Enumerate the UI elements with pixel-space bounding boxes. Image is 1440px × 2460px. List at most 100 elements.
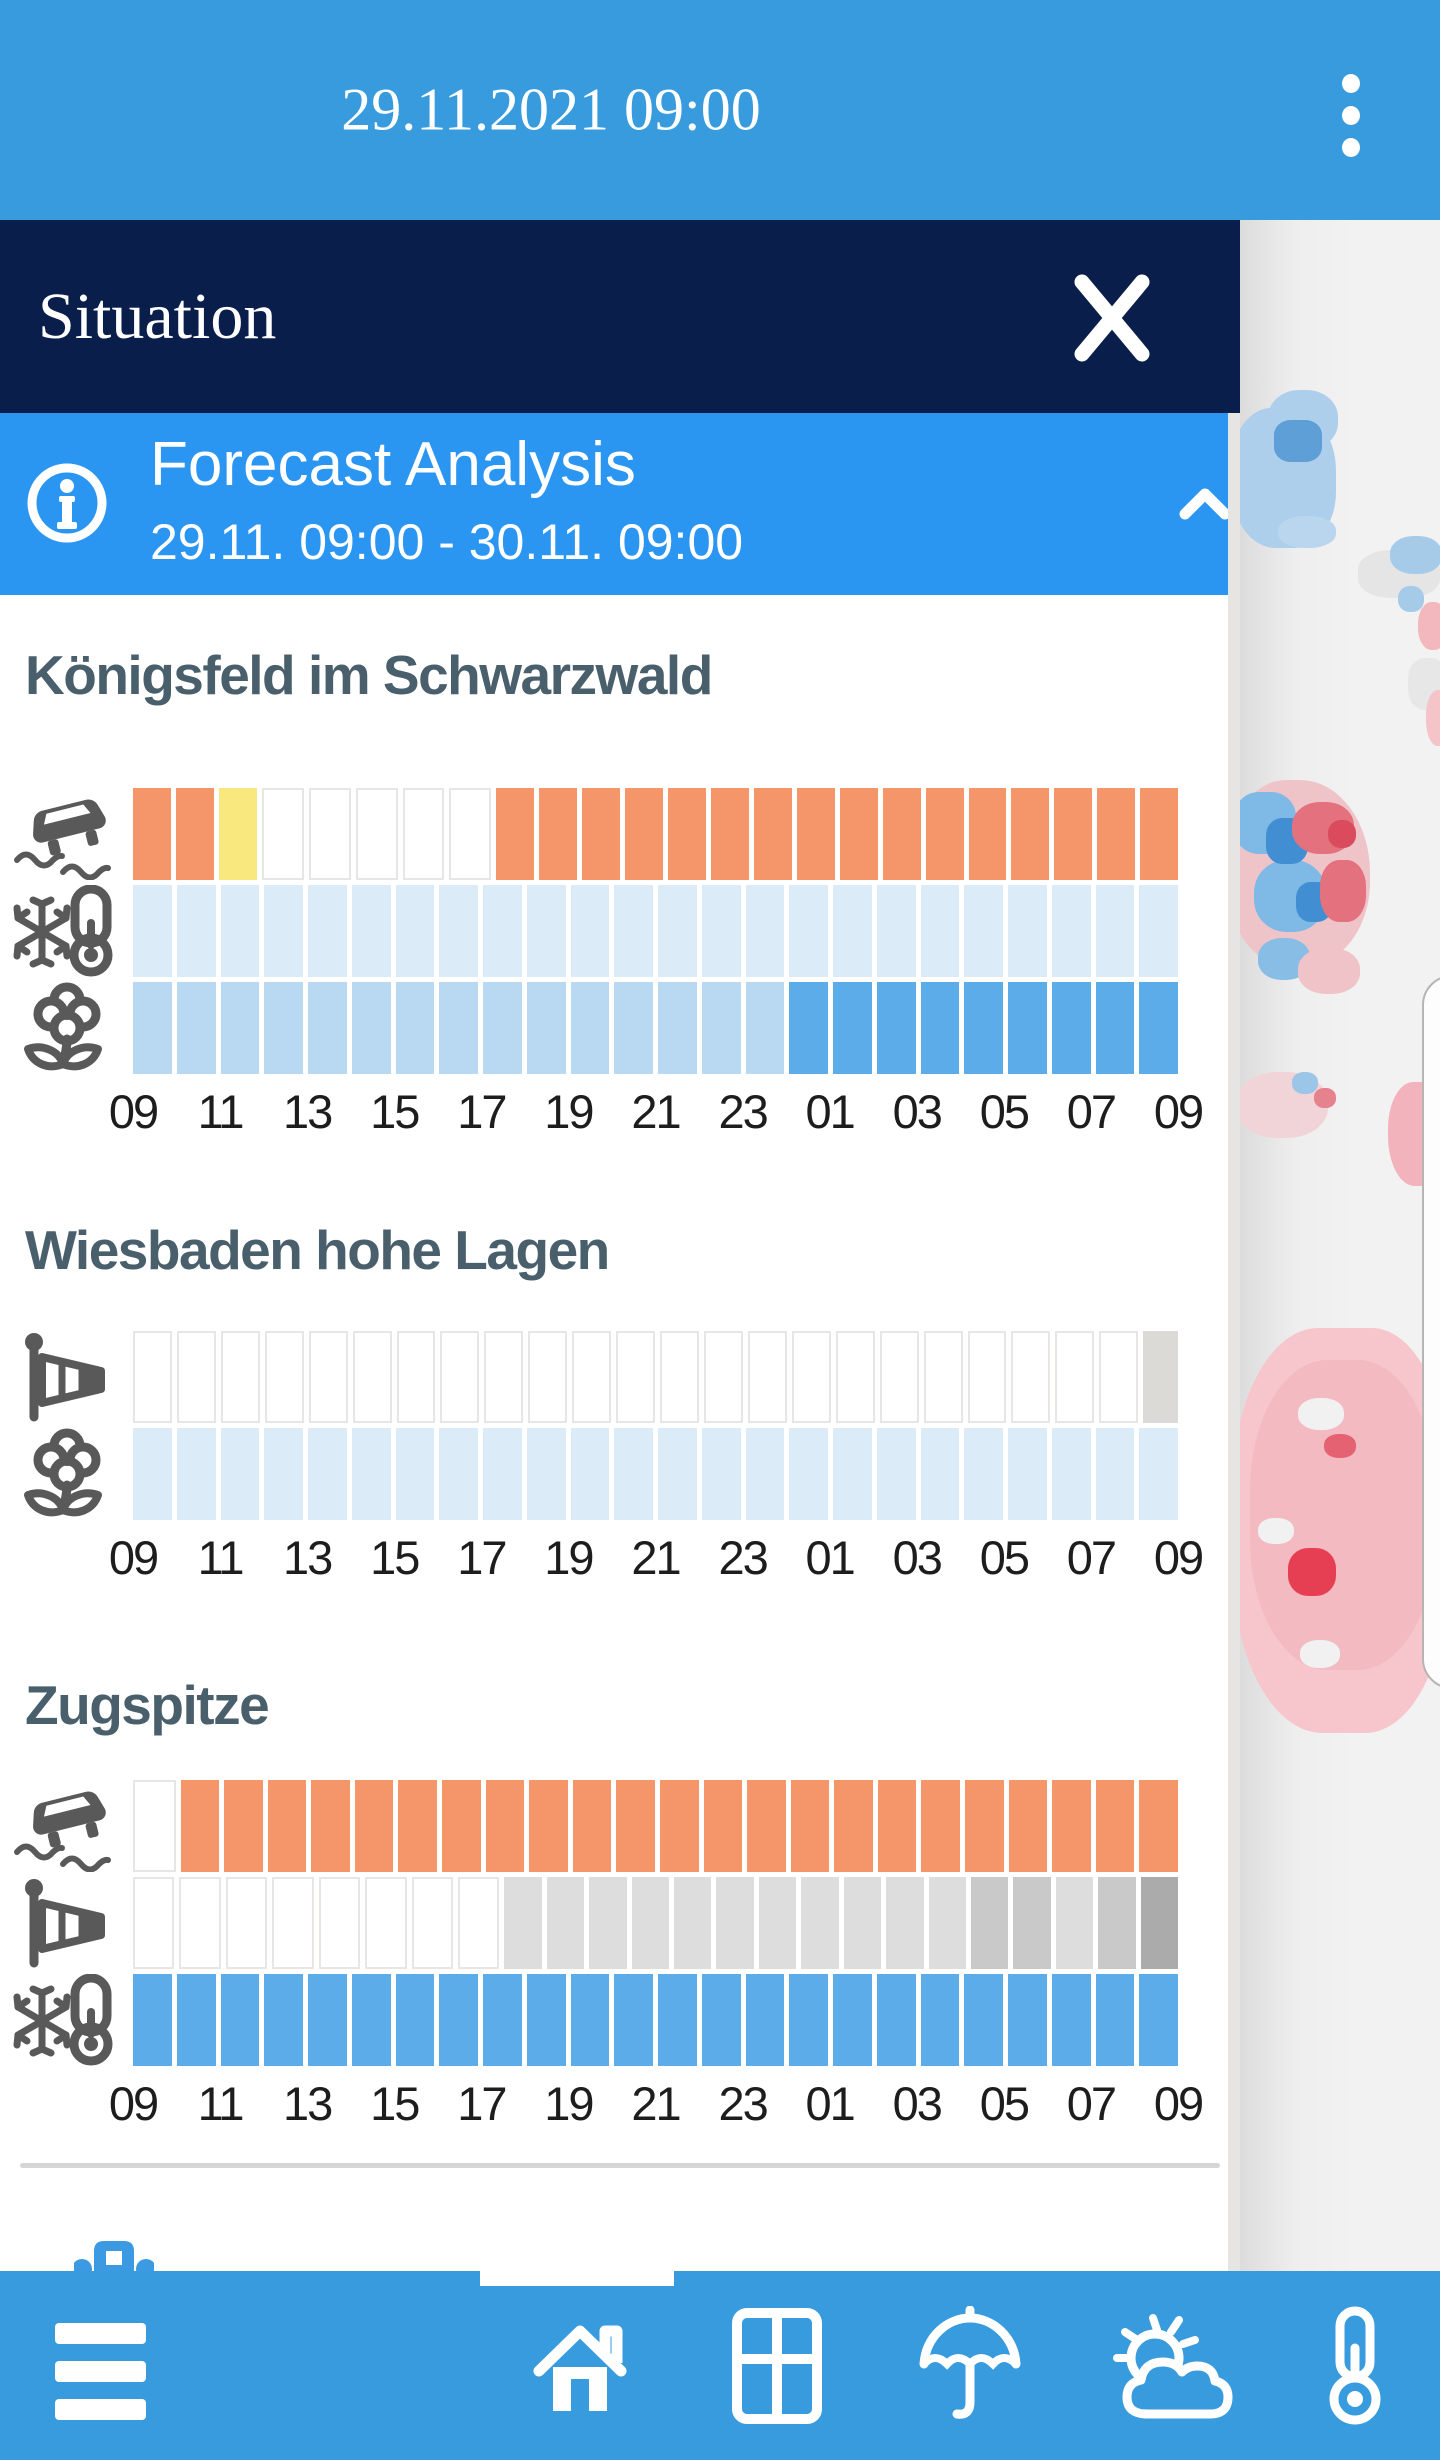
timeline-cell bbox=[1008, 982, 1047, 1074]
timeline-cell bbox=[876, 982, 916, 1074]
kebab-menu-icon[interactable] bbox=[1326, 60, 1376, 170]
hamburger-menu-icon[interactable] bbox=[40, 2271, 160, 2460]
timeline-cell bbox=[351, 1428, 391, 1520]
hour-label: 09 bbox=[108, 1531, 159, 1584]
forecast-content: Königsfeld im Schwarzwald 09 11 13 15 17 19 21… bbox=[0, 595, 1228, 2271]
timeline-cell bbox=[1051, 1974, 1091, 2066]
map-blob bbox=[1314, 1088, 1336, 1108]
timeline-cell bbox=[790, 1780, 830, 1872]
timeline-cells bbox=[133, 1428, 1178, 1520]
timeline-cells bbox=[133, 1780, 1178, 1872]
sun-cloud-icon[interactable] bbox=[1100, 2271, 1245, 2460]
map-side-card[interactable] bbox=[1422, 975, 1440, 1689]
timeline-cell bbox=[745, 982, 785, 1074]
timeline-cell bbox=[1008, 1428, 1047, 1520]
home-icon[interactable] bbox=[520, 2271, 640, 2460]
bottom-nav-bar bbox=[0, 2271, 1440, 2460]
timeline-cell bbox=[224, 1780, 263, 1872]
timeline-cell bbox=[882, 788, 921, 880]
chevron-up-icon[interactable] bbox=[1176, 485, 1234, 523]
timeline-cell bbox=[528, 1331, 568, 1423]
timeline-cells bbox=[133, 788, 1179, 880]
hour-label: 19 bbox=[544, 2077, 594, 2130]
situation-panel: Situation Forecast Analysis 29.11. 09:00… bbox=[0, 220, 1240, 2271]
timeline-cell bbox=[1139, 982, 1178, 1074]
timeline-row bbox=[0, 788, 1228, 880]
timeline-cell bbox=[411, 1877, 453, 1969]
timeline-row bbox=[0, 1428, 1228, 1520]
timeline-cells bbox=[133, 1877, 1179, 1969]
warning-timeline-chart bbox=[0, 1780, 1228, 2066]
window-grid-icon[interactable] bbox=[722, 2271, 832, 2460]
timeline-cell bbox=[220, 1331, 260, 1423]
timeline-cell bbox=[570, 1428, 610, 1520]
close-icon[interactable] bbox=[1068, 272, 1156, 364]
timeline-cell bbox=[968, 788, 1007, 880]
panel-scrollbar[interactable] bbox=[1228, 413, 1240, 2271]
timeline-cell bbox=[701, 982, 741, 1074]
timeline-cell bbox=[264, 982, 303, 1074]
timeline-cell bbox=[747, 1331, 787, 1423]
panel-title: Situation bbox=[38, 279, 277, 353]
hour-label: 09 bbox=[1153, 1531, 1204, 1584]
timeline-cell bbox=[614, 885, 653, 977]
timeline-cell bbox=[658, 982, 697, 1074]
umbrella-icon[interactable] bbox=[905, 2271, 1035, 2460]
timeline-cell bbox=[483, 982, 522, 1074]
hour-axis: 09 11 13 15 17 19 21 23 01 03 05 07 09 bbox=[109, 1530, 1204, 1586]
panel-header: Situation bbox=[0, 220, 1240, 413]
slippery-road-icon bbox=[0, 1780, 133, 1872]
timeline-cells bbox=[133, 1974, 1178, 2066]
hour-label: 13 bbox=[283, 1085, 333, 1138]
timeline-cell bbox=[308, 1974, 347, 2066]
timeline-cell bbox=[835, 1331, 875, 1423]
timeline-cell bbox=[176, 1331, 216, 1423]
hour-label: 13 bbox=[283, 1531, 333, 1584]
frost-thermometer-icon bbox=[0, 885, 133, 977]
map-blob bbox=[1328, 820, 1356, 848]
timeline-cell bbox=[1139, 1428, 1178, 1520]
hour-label: 07 bbox=[1066, 1531, 1117, 1584]
timeline-cell bbox=[395, 1428, 435, 1520]
timeline-cell bbox=[483, 885, 522, 977]
forecast-analysis-header[interactable]: Forecast Analysis 29.11. 09:00 - 30.11. … bbox=[0, 413, 1240, 595]
timeline-cell bbox=[745, 1974, 785, 2066]
timeline-cell bbox=[483, 1428, 522, 1520]
timeline-cell bbox=[1054, 788, 1093, 880]
timeline-cell bbox=[658, 1974, 697, 2066]
timeline-cell bbox=[311, 1780, 350, 1872]
map-blob bbox=[1274, 420, 1322, 462]
map-blob bbox=[1300, 1640, 1340, 1668]
map-region[interactable] bbox=[1240, 220, 1440, 2271]
timeline-cell bbox=[133, 1780, 176, 1872]
timeline-cell bbox=[220, 885, 260, 977]
map-blob bbox=[1298, 948, 1360, 994]
timeline-cell bbox=[701, 885, 741, 977]
slippery-road-icon bbox=[0, 788, 133, 880]
timeline-cell bbox=[1140, 788, 1179, 880]
timeline-cell bbox=[928, 1877, 967, 1969]
hour-label: 17 bbox=[457, 2077, 507, 2130]
content-divider bbox=[20, 2163, 1220, 2168]
timeline-cell bbox=[1095, 1428, 1135, 1520]
timeline-cell bbox=[789, 885, 828, 977]
timeline-cell bbox=[395, 982, 435, 1074]
windsock-icon bbox=[0, 1331, 133, 1423]
timeline-cell bbox=[225, 1877, 268, 1969]
timeline-cell bbox=[220, 1428, 260, 1520]
hour-label: 03 bbox=[892, 2077, 943, 2130]
warning-timeline-chart bbox=[0, 788, 1228, 1074]
timeline-cell bbox=[658, 885, 697, 977]
timeline-cell bbox=[1097, 788, 1136, 880]
current-datetime-title: 29.11.2021 09:00 bbox=[341, 76, 761, 143]
thermometer-icon[interactable] bbox=[1310, 2271, 1400, 2460]
timeline-cell bbox=[876, 1428, 916, 1520]
timeline-cell bbox=[264, 1974, 303, 2066]
timeline-cell bbox=[843, 1877, 882, 1969]
timeline-cell bbox=[616, 1331, 656, 1423]
map-blob bbox=[1278, 516, 1336, 548]
timeline-cell bbox=[745, 885, 785, 977]
map-blob bbox=[1398, 586, 1424, 612]
timeline-cell bbox=[1099, 1331, 1139, 1423]
timeline-cell bbox=[1052, 1780, 1091, 1872]
